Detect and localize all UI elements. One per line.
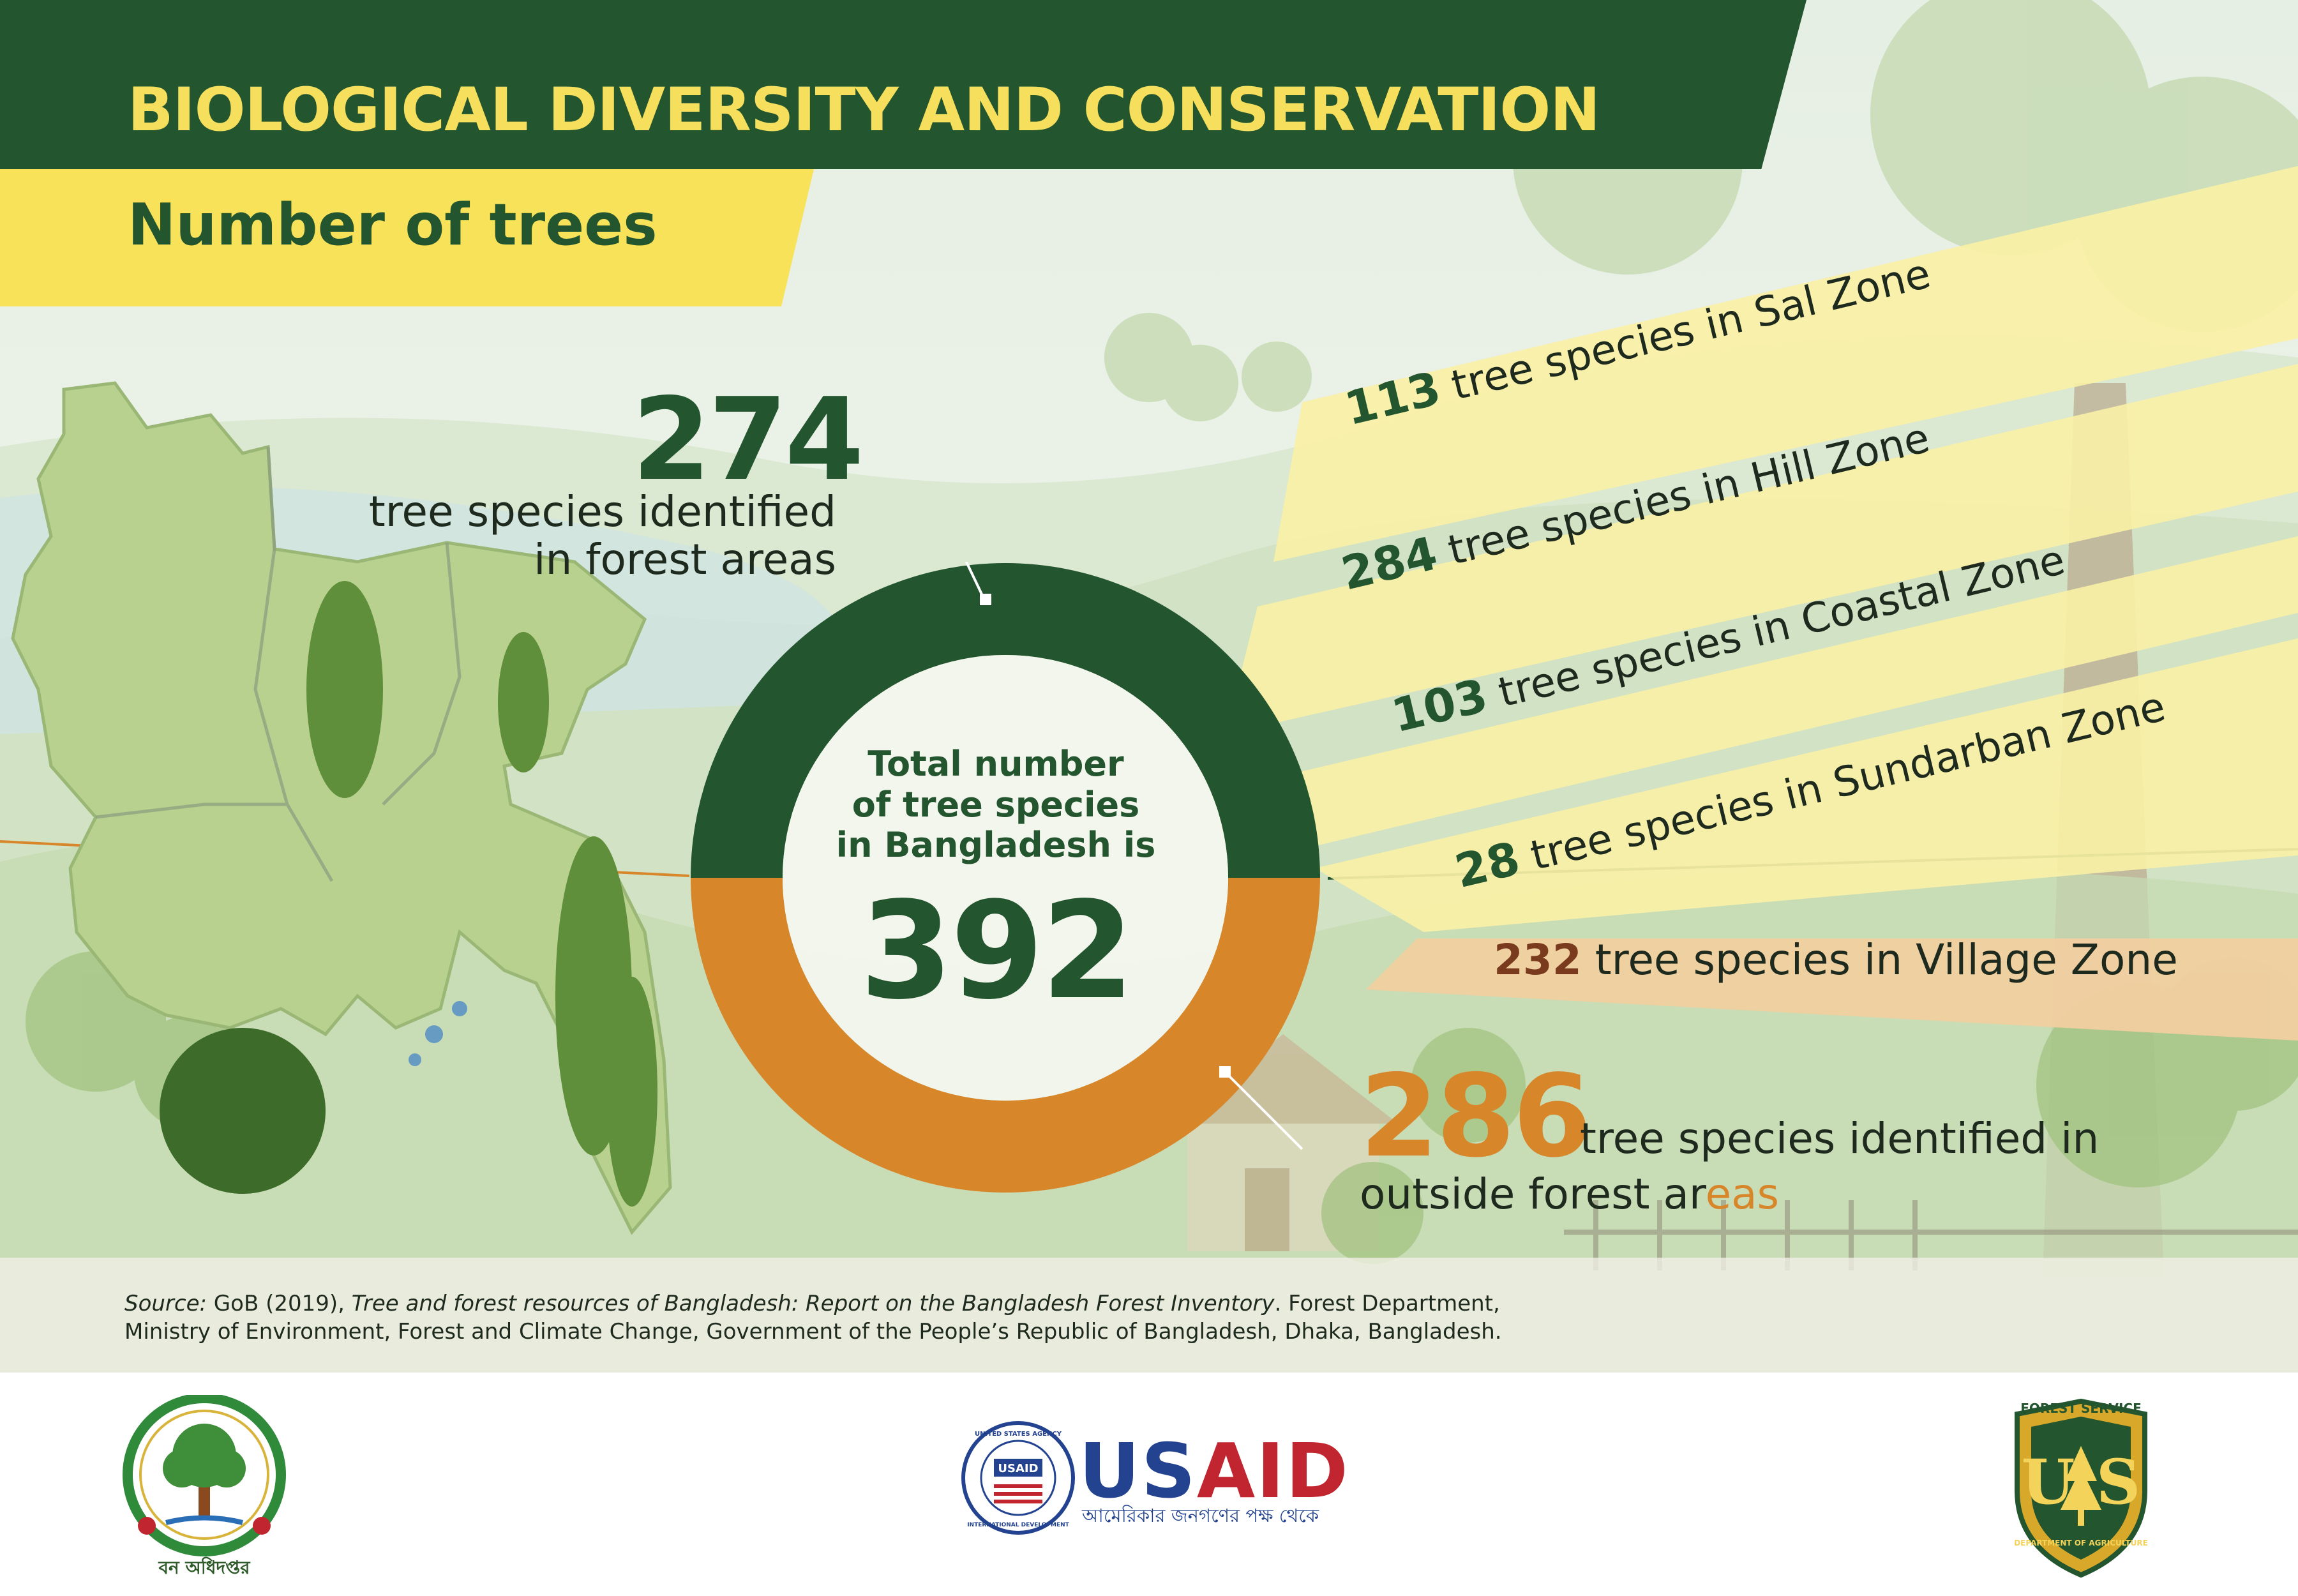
village-zone-item: 232 tree species in Village Zone (1494, 935, 2178, 984)
source-citation: Source: GoB (2019), Tree and forest reso… (124, 1291, 1502, 1345)
donut-forest-segment (691, 563, 1320, 878)
total-species-count: 392 (859, 873, 1134, 1029)
page-subtitle: Number of trees (128, 192, 657, 259)
forest-species-count: 274 (632, 373, 864, 506)
forest-species-label: tree species identified in forest areas (368, 487, 836, 584)
usaid-seal: USAID UNITED STATES AGENCY INTERNATIONAL… (961, 1421, 1075, 1535)
page-title: BIOLOGICAL DIVERSITY AND CONSERVATION (128, 75, 1600, 145)
logo-footer (0, 1373, 2298, 1596)
usaid-wordmark: USAID (1079, 1427, 1349, 1515)
outside-species-count: 286 (1360, 1050, 1592, 1182)
forest-department-logo: বন অধিদপ্তর (123, 1395, 286, 1578)
usaid-tagline: আমেরিকার জনগণের পক্ষ থেকে (1082, 1505, 1319, 1526)
total-donut (691, 562, 1320, 1193)
usfs-top-text: FOREST SERVICE (2020, 1401, 2141, 1416)
forest-department-caption: বন অধিদপ্তর (158, 1556, 251, 1578)
total-species-label: Total number of tree species in Banglade… (836, 744, 1156, 866)
usfs-bottom-text: DEPARTMENT OF AGRICULTURE (2014, 1539, 2148, 1547)
donut-outside-segment (691, 878, 1320, 1193)
usaid-seal-inner-text: USAID (998, 1462, 1038, 1475)
bangladesh-map (11, 381, 672, 1235)
zone-banners (1226, 166, 2298, 1041)
us-forest-service-shield: FOREST SERVICE U S DEPARTMENT OF AGRICUL… (2014, 1398, 2148, 1578)
usaid-seal-top-text: UNITED STATES AGENCY (975, 1431, 1062, 1438)
subtitle-banner (0, 169, 814, 306)
usaid-seal-bottom-text: INTERNATIONAL DEVELOPMENT (967, 1522, 1069, 1528)
outside-species-label-line2: outside forest areas (1360, 1170, 1780, 1219)
outside-species-label-line1: tree species identified in (1580, 1114, 2099, 1163)
title-banner (0, 0, 1806, 169)
